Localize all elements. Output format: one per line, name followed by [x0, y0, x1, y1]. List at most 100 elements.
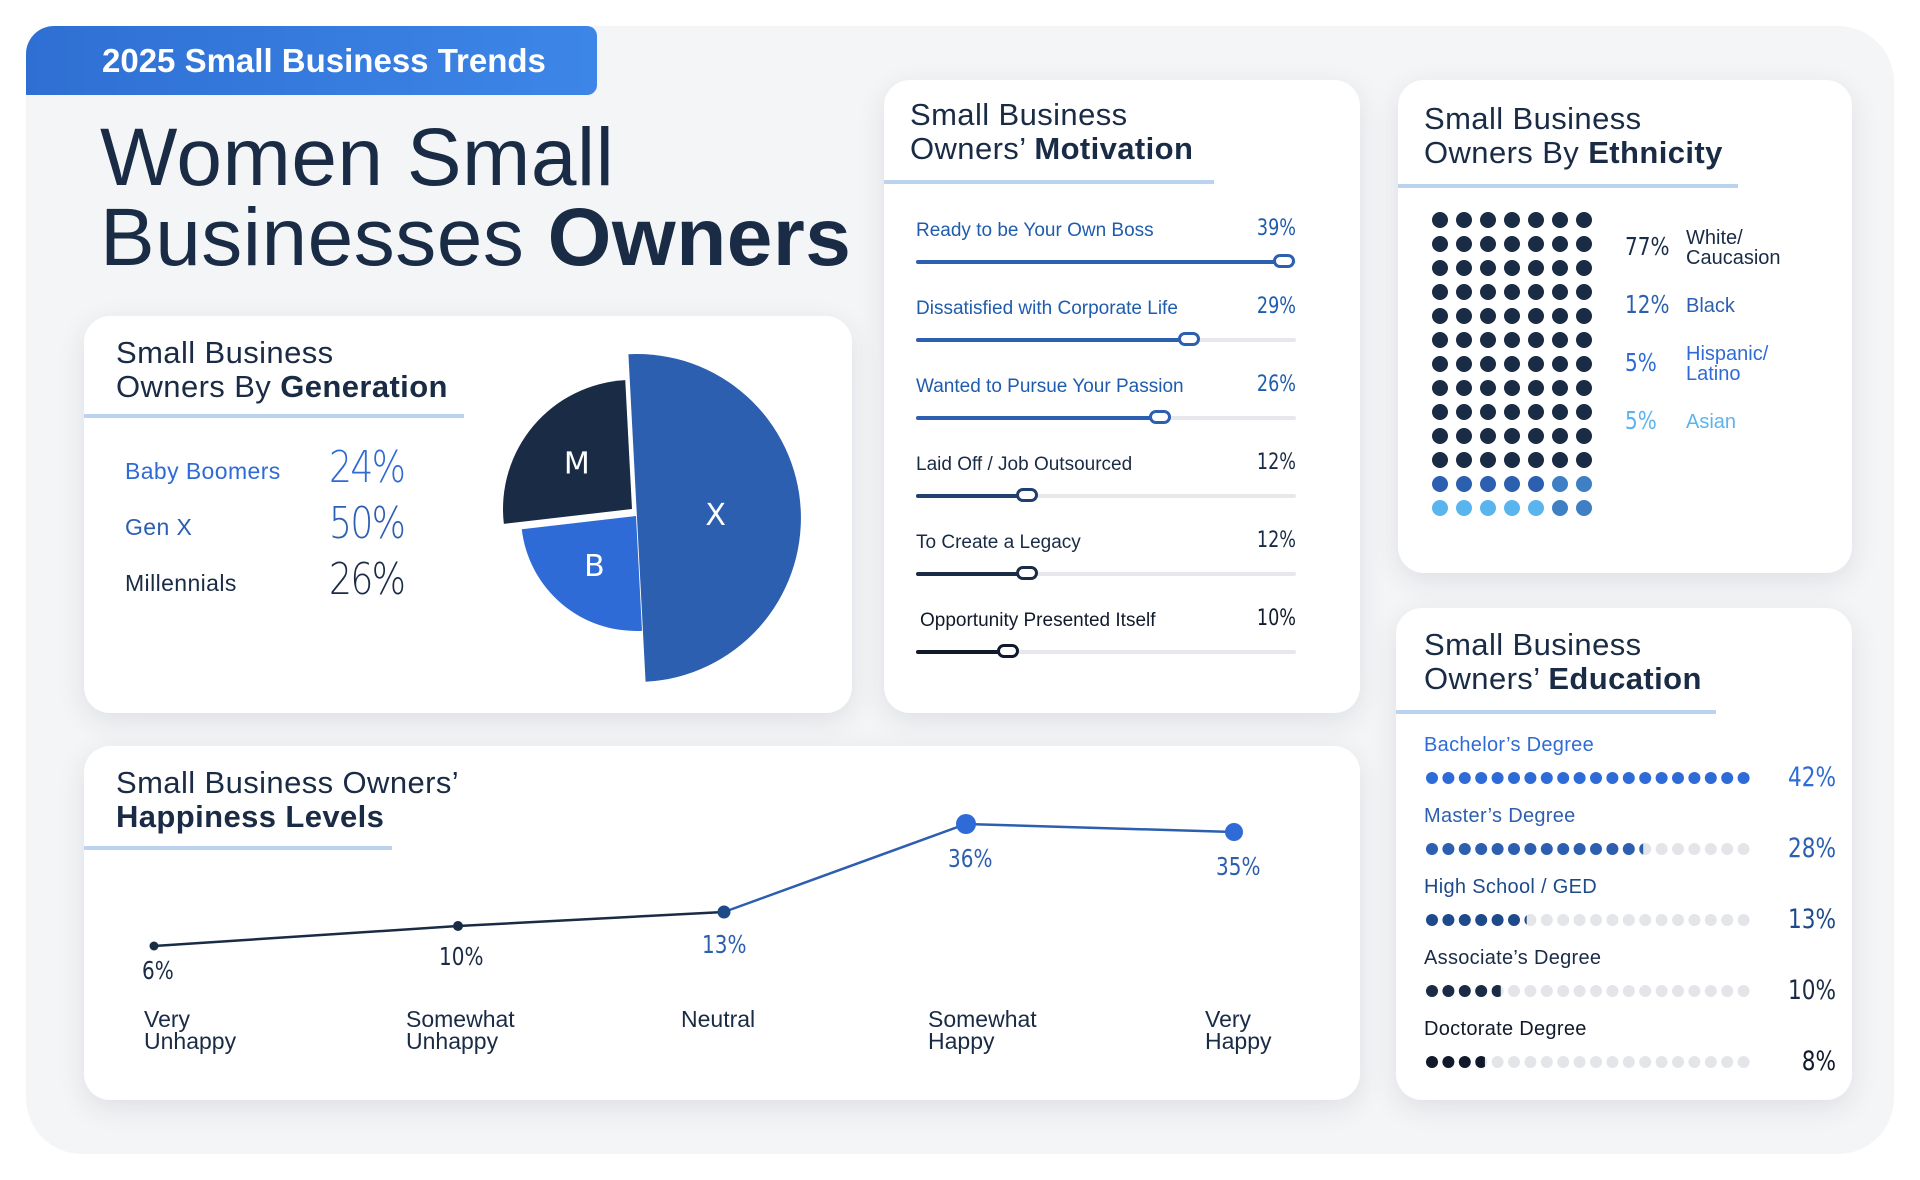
- ethnicity-dot: [1528, 476, 1544, 492]
- page-title: Women Small Businesses Owners: [100, 112, 851, 279]
- motivation-track: [916, 254, 1296, 268]
- education-dot: [1688, 772, 1701, 784]
- ethnicity-dot: [1480, 212, 1496, 228]
- ethnicity-dot: [1528, 308, 1544, 324]
- ethnicity-dot: [1504, 308, 1520, 324]
- ethnicity-underline: [1398, 184, 1738, 188]
- generation-legend-value: 50%: [329, 498, 406, 549]
- ethnicity-dot: [1552, 332, 1568, 348]
- ethnicity-dot: [1552, 404, 1568, 420]
- motivation-label: Opportunity Presented Itself: [920, 610, 1156, 631]
- education-dot: [1557, 843, 1570, 855]
- education-dot: [1721, 843, 1734, 855]
- education-dot: [1426, 914, 1438, 926]
- education-dot: [1704, 772, 1717, 784]
- ethnicity-dot: [1480, 308, 1496, 324]
- education-dot: [1606, 1056, 1619, 1068]
- ethnicity-title-line1: Small Business: [1424, 101, 1642, 136]
- ethnicity-dot: [1552, 212, 1568, 228]
- education-dot: [1458, 914, 1471, 926]
- education-dot: [1426, 772, 1438, 784]
- ethnicity-dot: [1576, 284, 1592, 300]
- happiness-point: [453, 921, 463, 931]
- education-dot: [1540, 1056, 1553, 1068]
- education-dot: [1426, 985, 1438, 997]
- trend-tag: 2025 Small Business Trends: [26, 26, 597, 95]
- motivation-slider-knob: [1149, 410, 1171, 424]
- education-dot: [1540, 914, 1553, 926]
- education-label: Master’s Degree: [1424, 805, 1576, 827]
- ethnicity-dot: [1456, 380, 1472, 396]
- ethnicity-dot: [1576, 428, 1592, 444]
- ethnicity-dot: [1576, 332, 1592, 348]
- generation-pie-chart: X B M: [503, 354, 801, 682]
- education-dot-partial: [1639, 843, 1644, 855]
- ethnicity-dot: [1456, 236, 1472, 252]
- motivation-label: Laid Off / Job Outsourced: [916, 454, 1133, 475]
- motivation-title-line1: Small Business: [910, 97, 1128, 132]
- education-dot-partial: [1491, 985, 1501, 997]
- ethnicity-dot: [1552, 500, 1568, 516]
- ethnicity-dot: [1528, 260, 1544, 276]
- happiness-category-line: Happy: [1205, 1028, 1272, 1054]
- ethnicity-dot: [1432, 476, 1448, 492]
- motivation-bar: [916, 494, 1030, 498]
- education-dot: [1737, 914, 1750, 926]
- ethnicity-dot: [1432, 500, 1448, 516]
- ethnicity-dot: [1480, 260, 1496, 276]
- ethnicity-dot: [1480, 476, 1496, 492]
- education-dot: [1655, 914, 1668, 926]
- ethnicity-waffle: [1432, 212, 1592, 516]
- education-dot: [1606, 985, 1619, 997]
- ethnicity-dot: [1504, 332, 1520, 348]
- education-dot-bar: [1426, 985, 1750, 997]
- ethnicity-dot: [1576, 452, 1592, 468]
- education-underline: [1396, 710, 1716, 714]
- ethnicity-dot: [1576, 212, 1592, 228]
- ethnicity-value: 5%: [1625, 348, 1657, 377]
- education-dot: [1590, 985, 1602, 997]
- education-dot-bar: [1426, 843, 1750, 855]
- ethnicity-value: 12%: [1625, 290, 1670, 319]
- education-dot: [1655, 1056, 1668, 1068]
- ethnicity-dot: [1504, 236, 1520, 252]
- happiness-category-line: Somewhat: [406, 1006, 515, 1032]
- education-dot: [1426, 1056, 1438, 1068]
- ethnicity-label: White/Caucasion: [1686, 227, 1781, 269]
- happiness-card: Small Business Owners’ Happiness Levels …: [84, 746, 1360, 1100]
- education-dot: [1622, 1056, 1635, 1068]
- education-dot: [1491, 1056, 1504, 1068]
- happiness-line-chart: [149, 814, 1243, 951]
- ethnicity-dot: [1432, 332, 1448, 348]
- education-dot: [1704, 1056, 1717, 1068]
- ethnicity-dot: [1456, 452, 1472, 468]
- generation-underline: [84, 414, 464, 418]
- education-dot: [1442, 772, 1455, 784]
- generation-pie-slice-label: X: [705, 498, 726, 533]
- ethnicity-dot: [1576, 380, 1592, 396]
- education-dot: [1540, 985, 1553, 997]
- motivation-bar: [916, 416, 1163, 420]
- happiness-category-line: Somewhat: [928, 1006, 1037, 1032]
- page-title-line1: Women Small: [100, 112, 615, 203]
- ethnicity-dot: [1504, 356, 1520, 372]
- ethnicity-dot: [1552, 452, 1568, 468]
- trend-tag-text: 2025 Small Business Trends: [102, 41, 546, 79]
- ethnicity-dot: [1480, 380, 1496, 396]
- education-dot: [1704, 843, 1717, 855]
- education-dot: [1524, 772, 1537, 784]
- ethnicity-dot: [1432, 260, 1448, 276]
- education-label: Associate’s Degree: [1424, 947, 1602, 969]
- education-label: Bachelor’s Degree: [1424, 734, 1595, 756]
- education-dot: [1704, 914, 1717, 926]
- ethnicity-dot: [1432, 428, 1448, 444]
- generation-title: Small Business Owners By Generation: [116, 336, 448, 404]
- education-dot: [1672, 1056, 1684, 1068]
- education-dot: [1508, 985, 1520, 997]
- motivation-value: 12%: [1256, 528, 1296, 553]
- motivation-title-line2: Owners’: [910, 131, 1035, 166]
- motivation-value: 29%: [1256, 294, 1296, 319]
- education-dot: [1475, 985, 1488, 997]
- education-dot: [1688, 843, 1701, 855]
- ethnicity-dot: [1576, 404, 1592, 420]
